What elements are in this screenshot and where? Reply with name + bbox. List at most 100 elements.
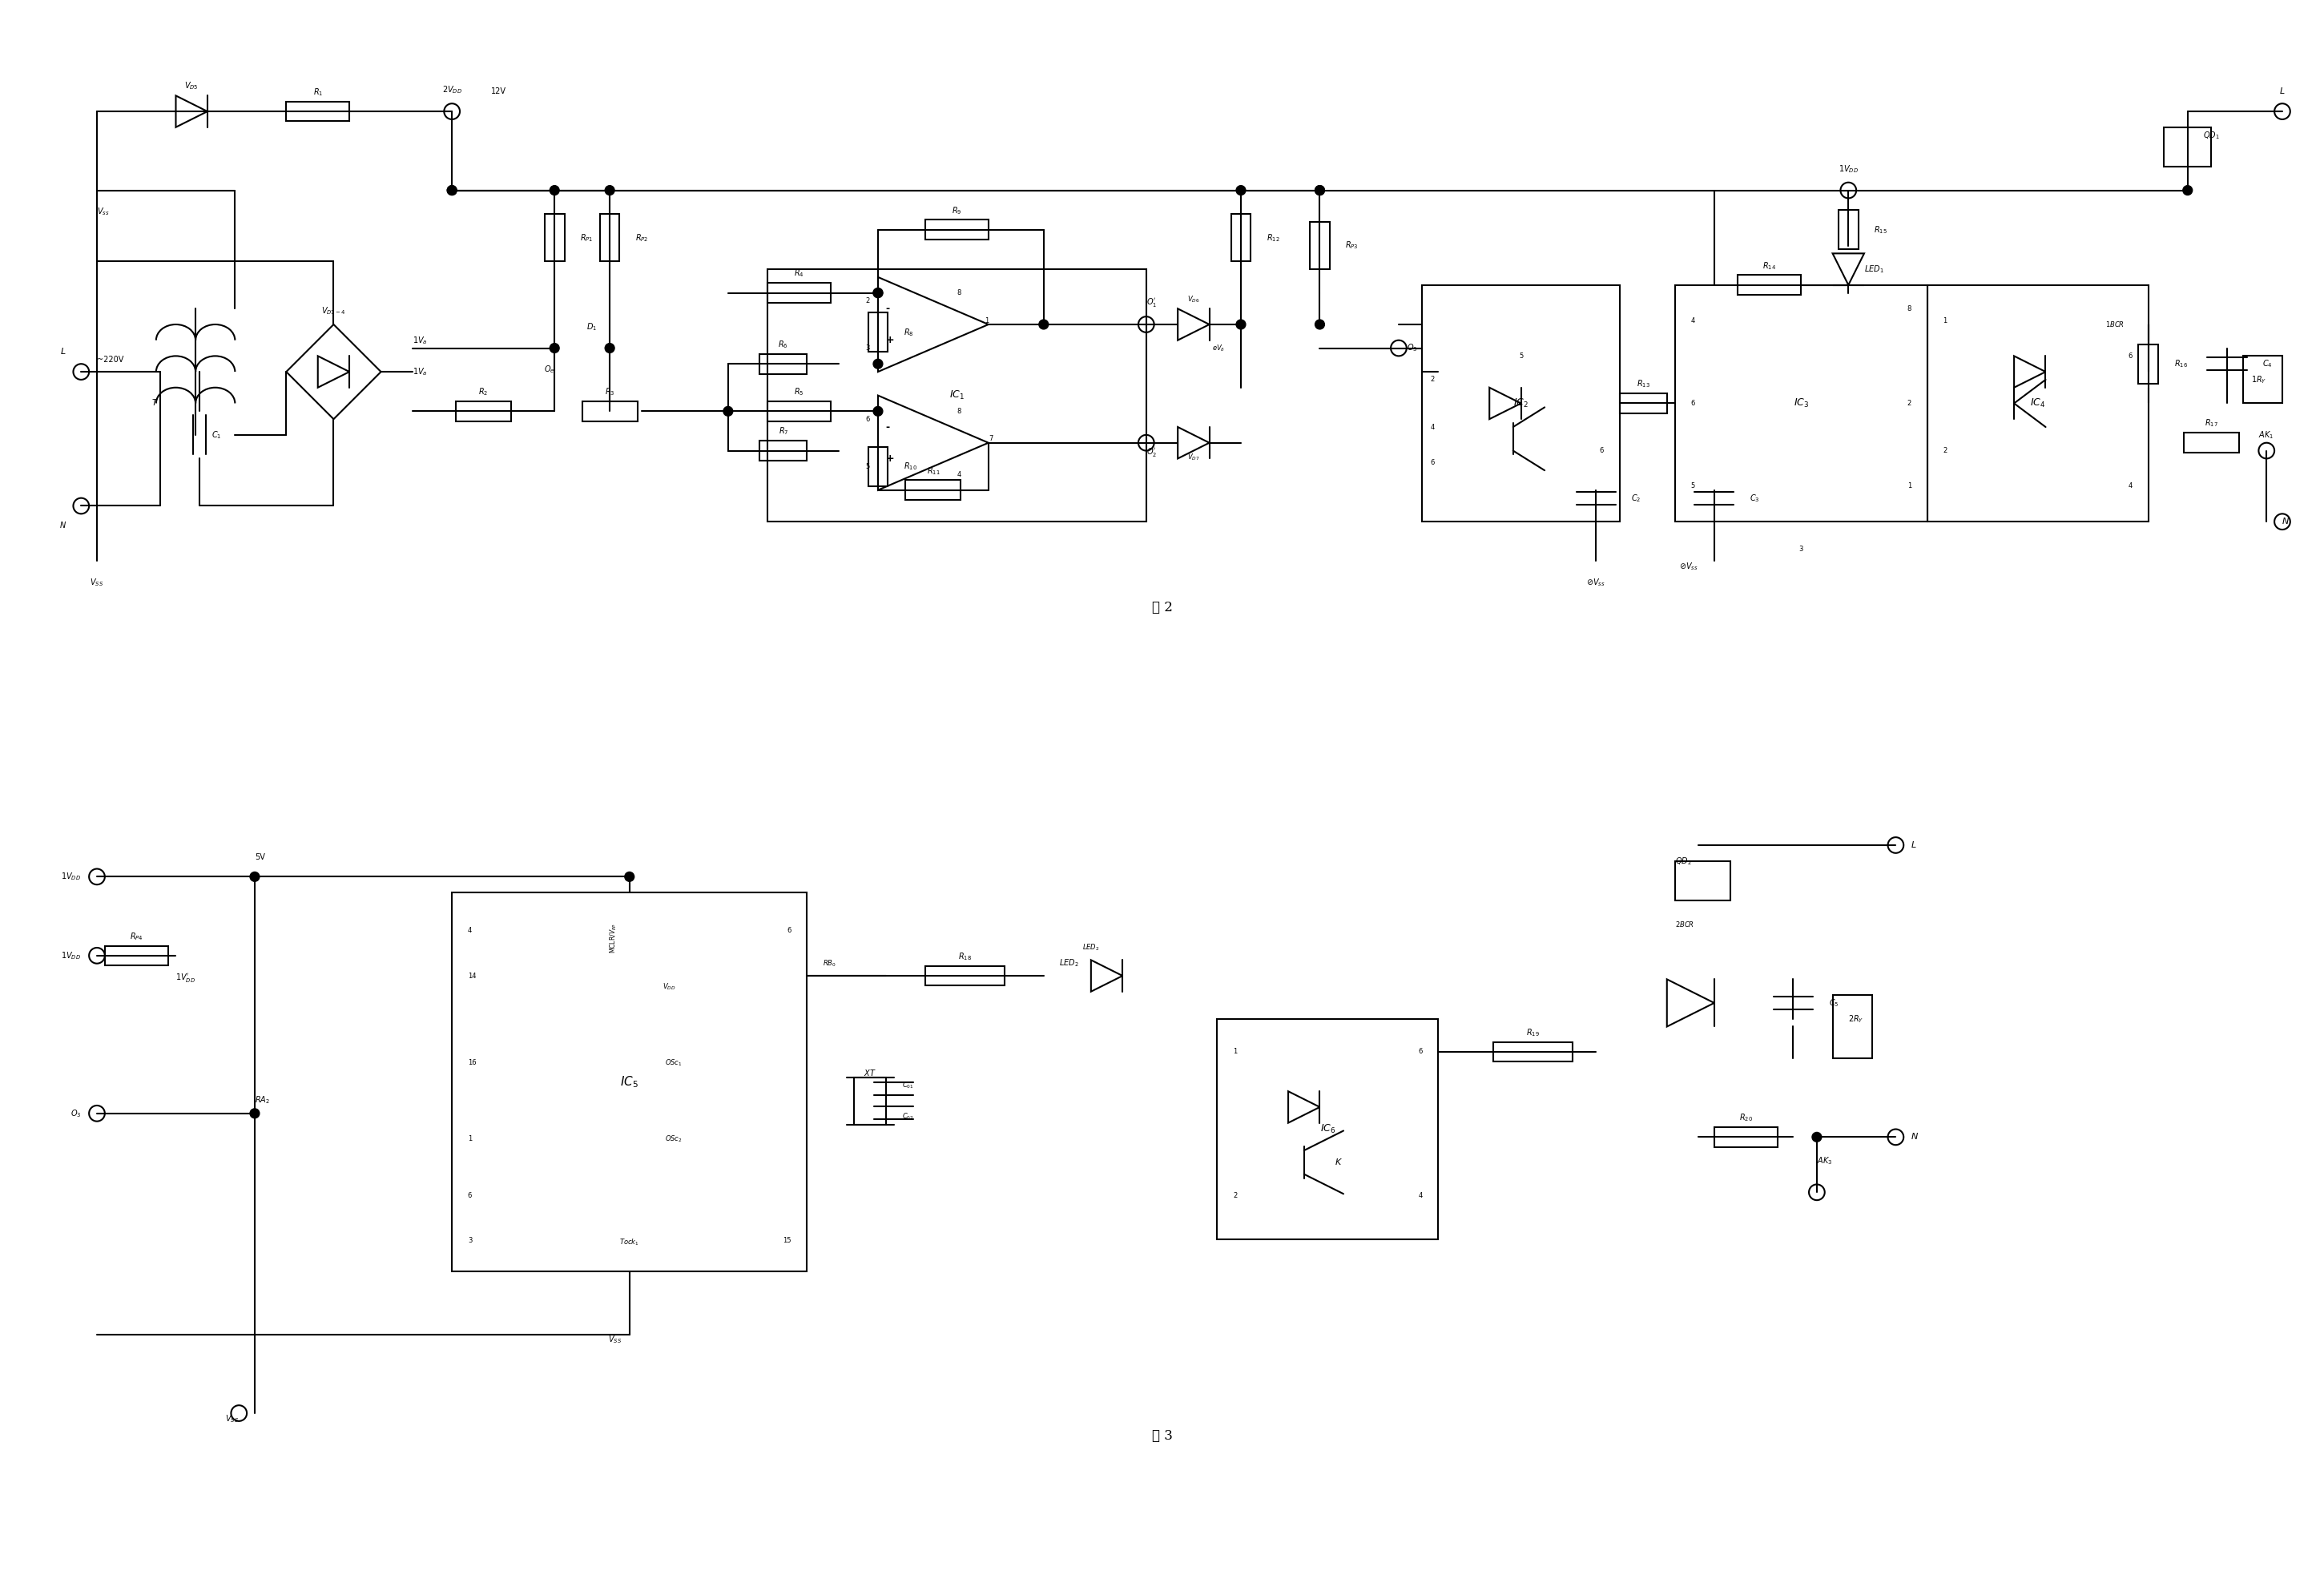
Text: N: N (60, 522, 65, 530)
Text: $R_1$: $R_1$ (314, 87, 323, 98)
Bar (767, 283, 830, 302)
Text: $IC_3$: $IC_3$ (1794, 397, 1808, 410)
Text: $R_5$: $R_5$ (795, 386, 804, 397)
Bar (1218, 1019, 1439, 1239)
Text: $R_4$: $R_4$ (795, 268, 804, 279)
Circle shape (1039, 320, 1048, 329)
Circle shape (625, 872, 634, 882)
Circle shape (604, 344, 614, 353)
Text: $IC_4$: $IC_4$ (2029, 397, 2045, 410)
Text: $O_3$: $O_3$ (70, 1108, 81, 1119)
Circle shape (1315, 185, 1325, 195)
Bar (1738, 275, 1801, 294)
Text: $R_{P3}$: $R_{P3}$ (1346, 241, 1360, 252)
Text: $R_6$: $R_6$ (779, 339, 788, 350)
Bar (1232, 214, 1250, 261)
Text: $1V_a$: $1V_a$ (411, 334, 428, 345)
Text: $D_1$: $D_1$ (586, 321, 597, 332)
Text: 4: 4 (957, 470, 962, 478)
Text: L: L (60, 348, 65, 356)
Bar (1834, 996, 1873, 1057)
Bar (451, 893, 806, 1271)
Bar (925, 966, 1004, 986)
Bar (2138, 344, 2159, 383)
Text: $R_{19}$: $R_{19}$ (1527, 1027, 1538, 1038)
Text: $O_1'$: $O_1'$ (1146, 296, 1157, 309)
Text: $V_{SS}$: $V_{SS}$ (609, 1334, 621, 1346)
Text: +: + (885, 336, 895, 345)
Text: $R_{P2}$: $R_{P2}$ (634, 233, 648, 244)
Text: N: N (1913, 1133, 1917, 1141)
Bar (581, 402, 637, 421)
Text: 4: 4 (2129, 483, 2133, 489)
Bar (1422, 285, 1620, 522)
Text: $V_{D7}$: $V_{D7}$ (1188, 453, 1199, 462)
Bar (1838, 211, 1859, 250)
Text: $O_3$: $O_3$ (1406, 342, 1418, 353)
Bar (544, 214, 565, 261)
Bar (2185, 432, 2238, 453)
Text: $LED_2$: $LED_2$ (1060, 958, 1078, 969)
Text: 1: 1 (1234, 1048, 1236, 1056)
Text: $R_{14}$: $R_{14}$ (1762, 260, 1776, 271)
Bar (2243, 356, 2282, 404)
Text: -: - (885, 421, 890, 432)
Text: 2: 2 (1943, 446, 1948, 454)
Circle shape (251, 1108, 260, 1118)
Text: 4: 4 (1429, 423, 1434, 431)
Text: $V_{D5}$: $V_{D5}$ (184, 81, 198, 92)
Text: 2: 2 (1908, 400, 1913, 407)
Text: $V_{D6}$: $V_{D6}$ (1188, 294, 1199, 304)
Bar (855, 1076, 885, 1124)
Text: $R_7$: $R_7$ (779, 426, 788, 437)
Circle shape (874, 407, 883, 416)
Bar (2164, 127, 2212, 166)
Circle shape (2182, 185, 2192, 195)
Text: $R_{11}$: $R_{11}$ (927, 465, 939, 476)
Bar (286, 101, 349, 122)
Circle shape (1236, 185, 1246, 195)
Text: L: L (2280, 87, 2284, 95)
Text: 12V: 12V (490, 87, 507, 95)
Text: 8: 8 (1908, 306, 1913, 312)
Text: $IC_2$: $IC_2$ (1513, 397, 1529, 410)
Text: $IC_6$: $IC_6$ (1320, 1122, 1336, 1135)
Bar (600, 214, 621, 261)
Text: $R_{10}$: $R_{10}$ (904, 461, 918, 472)
Text: L: L (1913, 841, 1917, 848)
Text: 8: 8 (957, 407, 962, 415)
Text: 1: 1 (467, 1135, 472, 1143)
Text: N: N (2282, 518, 2289, 526)
Text: $1V_{DD}'$: $1V_{DD}'$ (177, 972, 195, 983)
Text: $1R_Y$: $1R_Y$ (2250, 374, 2266, 385)
Bar (1927, 285, 2147, 522)
Text: 6: 6 (1418, 1048, 1422, 1056)
Text: $C_{01}$: $C_{01}$ (902, 1080, 913, 1091)
Text: 6: 6 (2129, 353, 2133, 359)
Text: 4: 4 (467, 926, 472, 934)
Text: $XT$: $XT$ (865, 1067, 876, 1076)
Text: 6: 6 (867, 415, 869, 423)
Text: $QD_2$: $QD_2$ (1676, 855, 1692, 866)
Text: 5: 5 (1690, 483, 1694, 489)
Text: 7: 7 (988, 435, 992, 442)
Text: 2: 2 (1234, 1192, 1236, 1198)
Text: $O_e$: $O_e$ (544, 364, 555, 375)
Text: $eV_{\delta}$: $eV_{\delta}$ (1213, 344, 1225, 353)
Text: $C_2$: $C_2$ (1631, 492, 1641, 503)
Text: 5: 5 (867, 462, 869, 470)
Bar (869, 312, 888, 351)
Text: $1V_{DD}$: $1V_{DD}$ (60, 950, 81, 961)
Text: $LED_2$: $LED_2$ (1083, 942, 1099, 951)
Text: $O_2'$: $O_2'$ (1146, 446, 1157, 459)
Text: T: T (151, 399, 158, 407)
Text: $1BCR$: $1BCR$ (2106, 320, 2124, 329)
Bar (105, 945, 167, 966)
Bar (1620, 394, 1666, 413)
Text: 4: 4 (1690, 317, 1694, 325)
Text: 1: 1 (985, 317, 988, 325)
Circle shape (446, 185, 458, 195)
Text: $C_1$: $C_1$ (211, 429, 221, 440)
Text: $R_2$: $R_2$ (479, 386, 488, 397)
Text: 16: 16 (467, 1059, 476, 1067)
